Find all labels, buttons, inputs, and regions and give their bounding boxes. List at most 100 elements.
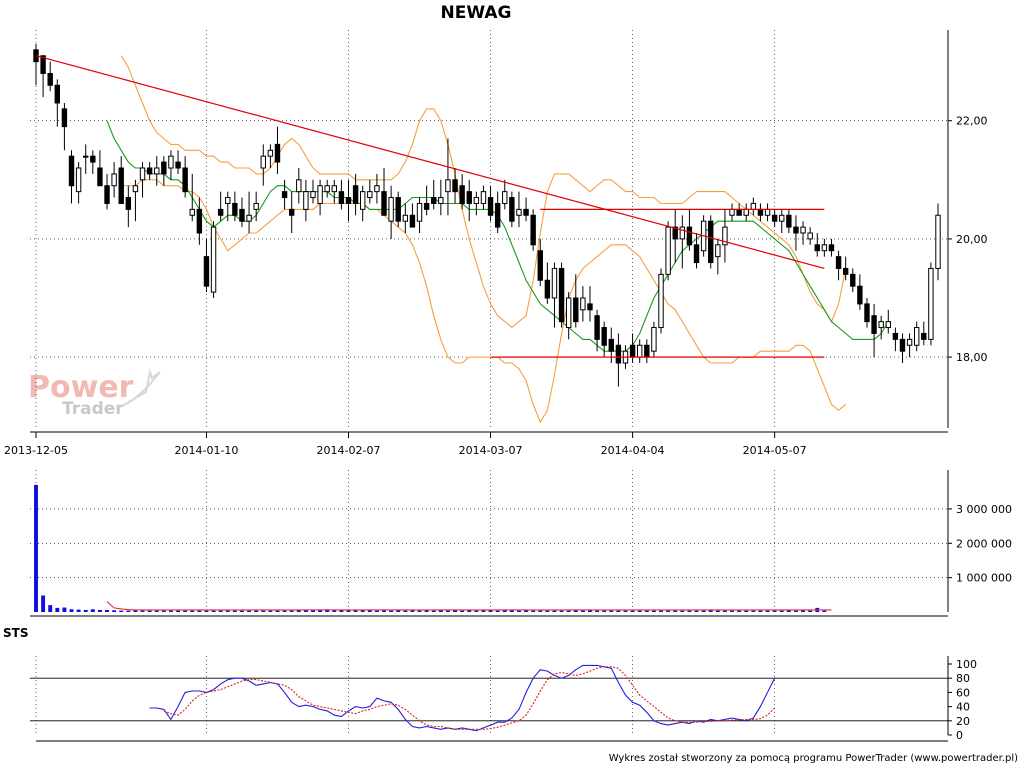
stochastic-d-line [163,666,775,730]
candle [139,162,146,198]
watermark-swoosh-icon [121,368,161,407]
volume-bar [445,610,450,612]
candle [75,162,82,204]
volume-y-tick-label: 2 000 000 [956,537,1012,550]
volume-bar [758,610,763,612]
candle-body [68,155,75,187]
volume-bar [701,610,706,612]
candle-body [189,208,195,216]
volume-bar [332,609,337,612]
candle-body [196,208,203,234]
candle-body [324,185,330,193]
candle [253,191,259,222]
volume-bar [247,610,252,612]
candle [409,203,416,228]
candle-body [47,72,53,86]
price-y-tick-label: 22,00 [956,115,988,128]
volume-bar [168,610,173,612]
price-x-tick-label: 2014-02-07 [317,444,381,457]
candle-body [693,244,700,264]
candle [104,173,110,210]
candle [828,238,835,257]
candle-body [530,214,536,246]
price-x-tick-label: 2014-04-04 [601,444,665,457]
candle [565,292,572,340]
candle-body [871,315,877,334]
candle [61,103,68,151]
candle-body [764,208,771,216]
candle-body [331,185,338,193]
candle-body [423,202,430,210]
candle-body [821,244,828,252]
candle [530,209,536,251]
candle [814,233,820,257]
candle [281,179,288,210]
volume-bar [232,610,237,612]
candle-body [217,208,224,216]
candle [573,274,579,328]
footer-credit: Wykres został stworzony za pomocą progra… [609,753,1018,764]
candle [800,221,806,245]
volume-bar [822,610,827,612]
candle-body [296,179,302,193]
price-x-tick-label: 2014-05-07 [743,444,807,457]
volume-bar [197,610,202,612]
candle-body [814,244,820,252]
candle-body [445,179,451,193]
candle [217,191,224,222]
candle-body [402,214,409,222]
candle-body [161,161,167,175]
volume-bar [474,610,479,612]
volume-bar [715,610,720,612]
candle-body [750,202,757,210]
candle-body [502,191,508,204]
volume-bar [48,605,53,612]
volume-bar [403,610,408,612]
candle-body [793,226,799,234]
candle [168,150,174,180]
candle-body [310,191,316,199]
stochastic-y-tick-label: 0 [956,729,963,742]
volume-bar [573,610,578,612]
price-x-tick-label: 2014-03-07 [459,444,523,457]
volume-bar [644,610,649,612]
volume-bar [275,610,280,612]
candle [629,333,636,363]
volume-bar [531,610,536,612]
volume-bar [367,610,372,612]
candle [793,215,799,251]
candle-body [125,197,132,210]
candle-body [210,226,217,293]
volume-bar [481,610,486,612]
candle [580,286,586,322]
candle-body [367,191,373,199]
candle-body [601,327,607,346]
candle [40,55,46,98]
price-y-tick-label: 18,00 [956,351,988,364]
stochastic-y-tick-label: 60 [956,686,970,699]
volume-bar [708,609,713,612]
candle [466,179,472,222]
volume-bar [105,609,109,612]
volume-bar [673,610,678,612]
candle [857,274,863,310]
volume-bar [183,610,188,612]
candle [154,156,160,186]
volume-bar [41,595,46,612]
candle [693,233,700,269]
candle [473,191,480,216]
moving-average-line [106,120,889,352]
candle [686,209,693,251]
candle-body [438,197,444,204]
candle [906,333,913,358]
candle-body [892,332,899,340]
candle [90,150,96,174]
candle [807,227,813,245]
candle-body [388,197,394,222]
volume-bar [62,607,67,612]
volume-bar [254,610,259,612]
candle-body [232,202,238,216]
candle [665,221,671,281]
candle [416,197,423,233]
